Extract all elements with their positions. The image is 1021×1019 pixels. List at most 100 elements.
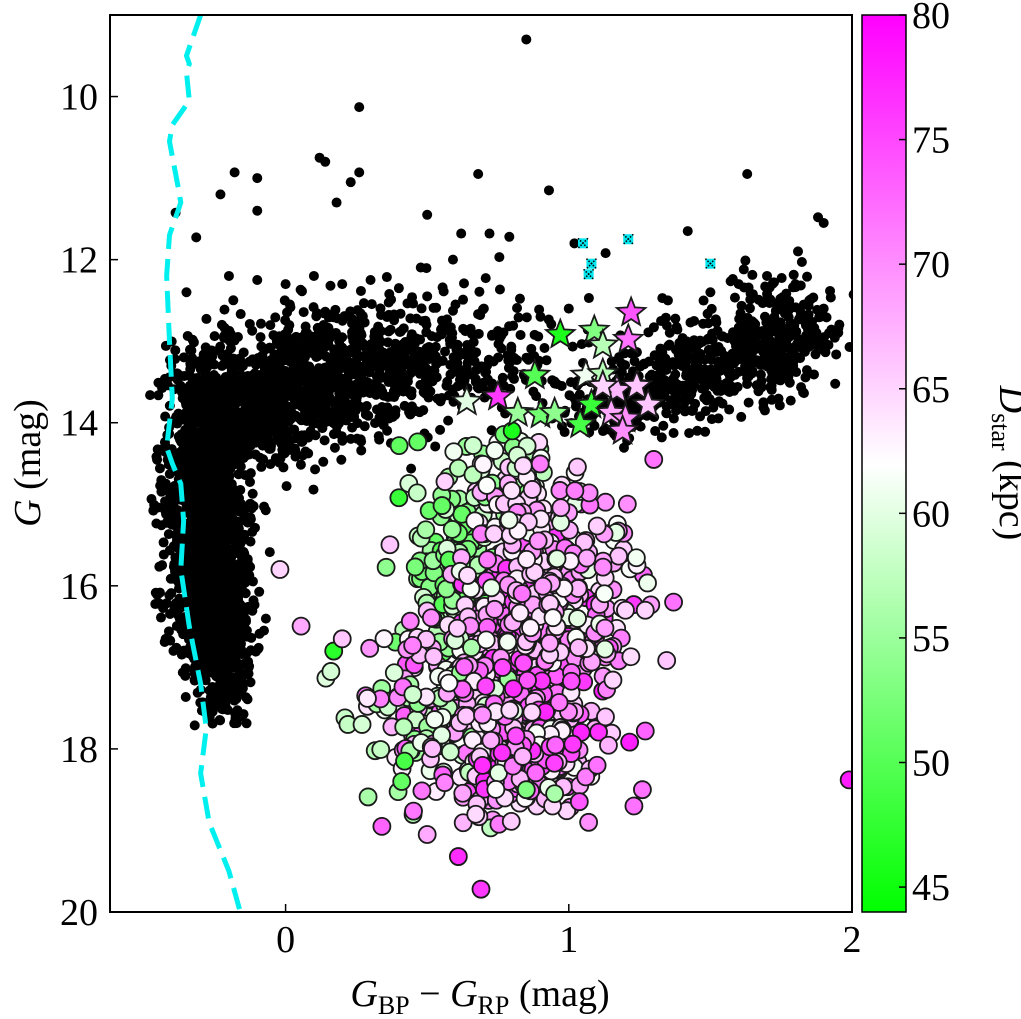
foreground-star-point <box>307 386 318 397</box>
foreground-star-point <box>165 608 176 619</box>
foreground-star-point <box>216 360 227 371</box>
foreground-star-point <box>323 312 334 323</box>
member-point <box>603 670 623 690</box>
foreground-star-point <box>375 336 386 347</box>
foreground-star-point <box>814 312 825 323</box>
foreground-star-point <box>170 598 181 609</box>
foreground-star-point <box>251 358 262 369</box>
foreground-star-point <box>355 375 366 386</box>
foreground-star-point <box>727 348 738 359</box>
foreground-star-point <box>230 708 241 719</box>
foreground-star-point <box>288 393 299 404</box>
foreground-star-point <box>378 390 389 401</box>
foreground-star-point <box>445 369 456 380</box>
member-point <box>561 671 581 691</box>
foreground-star-point <box>287 424 298 435</box>
foreground-star-point <box>331 395 342 406</box>
member-point <box>485 599 505 619</box>
member-point <box>657 651 677 670</box>
foreground-star-point <box>188 337 199 348</box>
foreground-star-point <box>369 361 380 372</box>
foreground-star-point <box>330 407 341 418</box>
foreground-star-point <box>408 298 419 309</box>
foreground-star-point <box>698 295 709 306</box>
foreground-star-point <box>464 342 475 353</box>
foreground-star-point <box>394 326 405 337</box>
foreground-star-point <box>233 469 244 480</box>
foreground-star-point <box>405 340 416 351</box>
foreground-star-point <box>382 402 393 413</box>
foreground-star-point <box>508 320 519 331</box>
foreground-star-point <box>281 481 292 492</box>
foreground-star-point <box>300 446 311 457</box>
foreground-star-point <box>653 375 664 386</box>
foreground-star-point <box>187 444 198 455</box>
foreground-star-point <box>252 205 263 216</box>
foreground-star-point <box>711 317 722 328</box>
foreground-star-point <box>160 478 171 489</box>
member-point <box>442 520 462 539</box>
member-point <box>440 742 460 762</box>
foreground-star-point <box>229 167 240 178</box>
foreground-star-point <box>704 353 715 364</box>
foreground-star-point <box>300 405 311 416</box>
member-point <box>400 611 420 631</box>
foreground-star-point <box>208 633 219 644</box>
foreground-star-point <box>328 429 339 440</box>
foreground-star-point <box>173 610 184 621</box>
foreground-star-point <box>214 531 225 542</box>
foreground-star-point <box>747 336 758 347</box>
foreground-star-point <box>253 643 264 654</box>
foreground-star-point <box>691 354 702 365</box>
member-point <box>360 638 380 658</box>
foreground-star-point <box>180 670 191 681</box>
foreground-star-point <box>204 479 215 490</box>
foreground-star-point <box>318 456 329 467</box>
foreground-star-point <box>526 343 537 354</box>
foreground-star-point <box>258 454 269 465</box>
foreground-star-point <box>387 411 398 422</box>
foreground-star-point <box>823 328 834 339</box>
foreground-star-point <box>261 427 272 438</box>
foreground-star-point <box>329 442 340 453</box>
foreground-star-point <box>165 573 176 584</box>
foreground-star-point <box>189 501 200 512</box>
foreground-star-point <box>393 283 404 294</box>
foreground-star-point <box>335 354 346 365</box>
foreground-star-point <box>421 319 432 330</box>
foreground-star-point <box>300 321 311 332</box>
foreground-star-point <box>230 588 241 599</box>
foreground-star-point <box>158 549 169 560</box>
foreground-star-point <box>225 684 236 695</box>
foreground-star-point <box>702 308 713 319</box>
foreground-star-point <box>211 671 222 682</box>
foreground-star-point <box>237 426 248 437</box>
foreground-star-point <box>761 351 772 362</box>
foreground-star-point <box>318 363 329 374</box>
foreground-star-point <box>264 547 275 558</box>
foreground-star-point <box>773 345 784 356</box>
foreground-star-point <box>447 254 458 265</box>
foreground-star-point <box>776 366 787 377</box>
foreground-star-point <box>151 451 162 462</box>
foreground-star-point <box>225 572 236 583</box>
foreground-star-point <box>747 269 758 280</box>
foreground-star-point <box>666 395 677 406</box>
foreground-star-point <box>168 645 179 656</box>
foreground-star-point <box>228 295 239 306</box>
foreground-star-point <box>480 273 491 284</box>
foreground-star-point <box>243 403 254 414</box>
foreground-star-point <box>700 426 711 437</box>
foreground-star-point <box>717 398 728 409</box>
member-point <box>405 557 425 577</box>
foreground-star-point <box>658 420 669 431</box>
foreground-star-point <box>252 173 263 184</box>
foreground-star-point <box>390 340 401 351</box>
foreground-star-point <box>235 309 246 320</box>
foreground-star-point <box>529 329 540 340</box>
foreground-star-point <box>487 329 498 340</box>
foreground-star-point <box>443 415 454 426</box>
foreground-star-point <box>238 574 249 585</box>
foreground-star-point <box>351 328 362 339</box>
foreground-star-point <box>176 649 187 660</box>
